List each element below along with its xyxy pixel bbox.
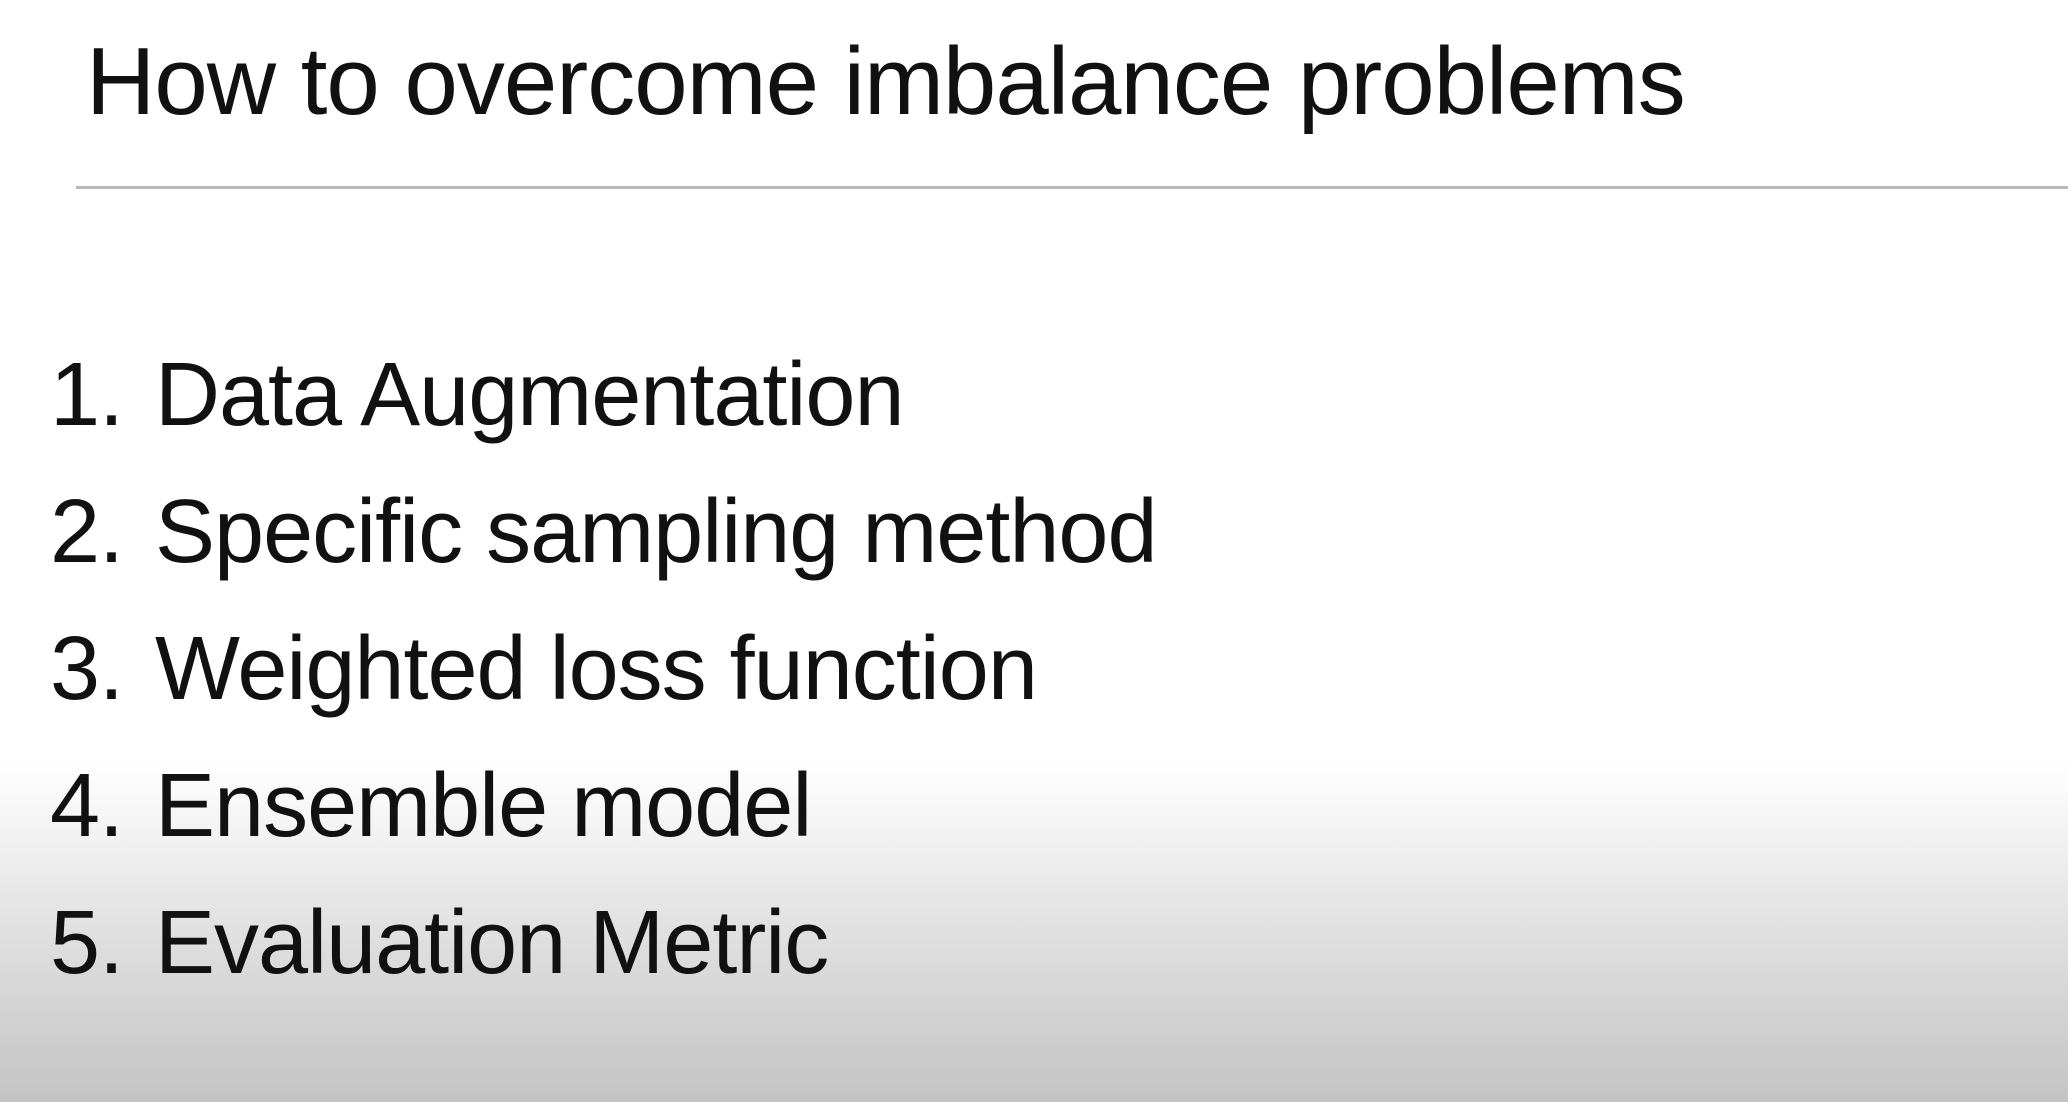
title-divider <box>76 186 2068 189</box>
item-number: 1. <box>50 345 124 445</box>
item-label: Ensemble model <box>155 756 812 856</box>
list-item: 5. Evaluation Metric <box>50 875 1157 1012</box>
list-item: 2. Specific sampling method <box>50 464 1158 601</box>
item-number: 2. <box>50 482 124 582</box>
item-label: Evaluation Metric <box>155 893 829 993</box>
item-number: 3. <box>50 619 124 719</box>
item-label: Data Augmentation <box>155 345 905 445</box>
item-label: Weighted loss function <box>155 619 1038 719</box>
slide-title: How to overcome imbalance problems <box>86 28 1686 135</box>
list-item: 4. Ensemble model <box>50 738 1157 875</box>
item-number: 5. <box>50 893 124 993</box>
item-number: 4. <box>50 756 124 856</box>
bullet-list: 1. Data Augmentation 2. Specific samplin… <box>50 327 1158 1012</box>
list-item: 1. Data Augmentation <box>50 327 1157 464</box>
list-item: 3. Weighted loss function <box>50 601 1157 738</box>
item-label: Specific sampling method <box>155 482 1158 582</box>
